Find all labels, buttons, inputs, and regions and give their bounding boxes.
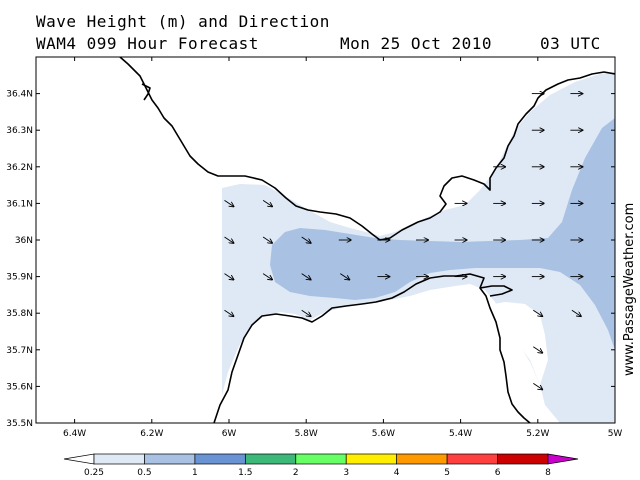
colorbar-cell [144, 453, 196, 465]
wave-arrow [262, 273, 272, 280]
latitude-axis: 36.4N 36.3N 36.2N 36.1N 36N 35.9N 35.8N 35.7N 35… [6, 90, 615, 429]
colorbar-cell [547, 453, 579, 465]
wave-arrow [533, 346, 542, 353]
credit-watermark: www.PassageWeather.com [622, 203, 637, 376]
colorbar-cell [63, 453, 95, 465]
wave-arrow [224, 236, 234, 243]
forecast-model-label: WAM4 099 Hour Forecast [36, 34, 259, 53]
ceuta-peninsula [479, 285, 513, 297]
wave-direction-arrows [224, 94, 583, 390]
colorbar-cell [93, 453, 145, 465]
colorbar-label: 1.5 [238, 468, 252, 478]
colorbar-cell [345, 453, 398, 465]
lon-label: 5.4W [449, 429, 472, 439]
lat-label: 35.7N [6, 346, 33, 356]
colorbar-cell [244, 453, 297, 465]
lat-label: 36.2N [6, 163, 33, 173]
lon-label: 5.6W [372, 429, 395, 439]
wave-arrow [340, 273, 349, 280]
colorbar-cell [194, 453, 246, 465]
lon-label: 6.4W [63, 429, 86, 439]
lon-label: 5W [608, 429, 623, 439]
longitude-axis: 6.4W 6.2W 6W 5.8W 5.6W 5.4W 5.2W 5W [63, 57, 622, 439]
wave-arrow [262, 200, 272, 206]
colorbar-label: 0.25 [84, 468, 104, 478]
moroccan-coast [213, 273, 531, 423]
credit-text: www.PassageWeather.com [622, 203, 637, 376]
wave-arrow [224, 309, 234, 316]
chart-title: Wave Height (m) and Direction [36, 12, 330, 31]
colorbar-cell [396, 453, 448, 465]
wave-arrow [301, 309, 311, 316]
lon-label: 5.8W [295, 429, 318, 439]
lat-label: 36N [15, 236, 33, 246]
wave-band-medium [270, 118, 615, 350]
colorbar-label: 8 [545, 468, 551, 478]
wave-arrow [571, 309, 581, 316]
lon-label: 6.2W [140, 429, 163, 439]
colorbar-label: 5 [444, 468, 450, 478]
cadiz-spit [141, 83, 151, 101]
colorbar-label: 1 [192, 468, 198, 478]
wave-arrow [224, 273, 234, 280]
colorbar: 0.25 0.5 1 1.5 2 3 4 5 6 8 [63, 453, 579, 478]
wave-arrow [262, 236, 272, 243]
wave-arrow [533, 383, 542, 389]
lat-label: 35.6N [6, 382, 33, 392]
lat-label: 35.5N [6, 419, 33, 429]
colorbar-cell [295, 453, 347, 465]
wave-arrow [224, 200, 234, 206]
colorbar-label: 4 [394, 468, 400, 478]
colorbar-label: 3 [343, 468, 349, 478]
lon-label: 6W [222, 429, 237, 439]
wave-arrow [533, 309, 542, 316]
lat-label: 36.3N [6, 126, 33, 136]
wave-band-calm [488, 302, 548, 385]
lat-label: 35.8N [6, 309, 33, 319]
colorbar-label: 0.5 [137, 468, 151, 478]
wave-arrow [301, 236, 311, 243]
forecast-time-label: 03 UTC [540, 34, 601, 53]
lon-label: 5.2W [526, 429, 549, 439]
forecast-date-label: Mon 25 Oct 2010 [340, 34, 492, 53]
lat-label: 36.1N [6, 199, 33, 209]
lat-label: 35.9N [6, 273, 33, 283]
colorbar-label: 2 [293, 468, 299, 478]
lat-label: 36.4N [6, 90, 33, 100]
colorbar-cell [446, 453, 498, 465]
colorbar-cell [497, 453, 549, 465]
colorbar-label: 6 [495, 468, 501, 478]
wave-arrow [301, 273, 311, 280]
